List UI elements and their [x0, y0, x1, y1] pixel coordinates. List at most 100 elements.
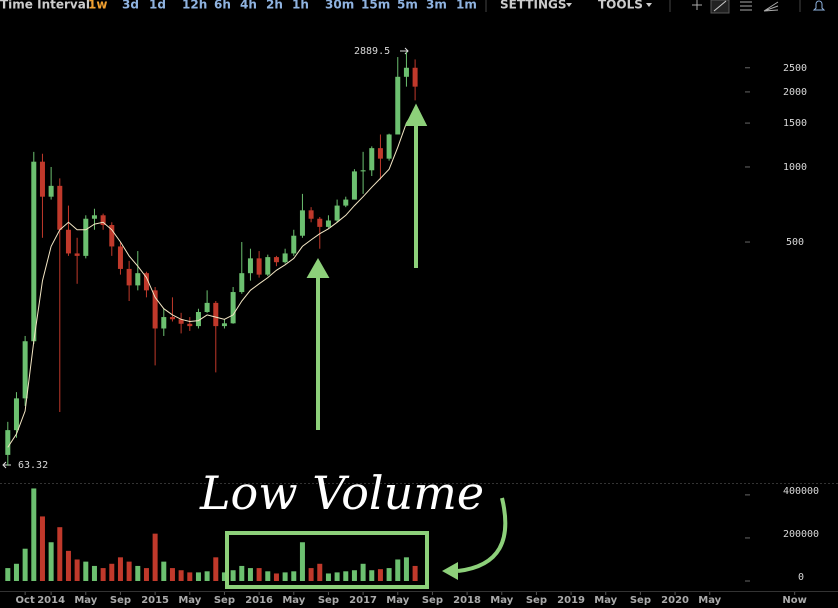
volume-bar [48, 542, 54, 581]
fan-icon[interactable] [763, 1, 779, 12]
interval-button[interactable]: 1h [292, 0, 309, 12]
candle-body [143, 273, 149, 291]
volume-bar [273, 573, 279, 581]
settings-menu[interactable]: SETTINGS [500, 0, 567, 12]
interval-button[interactable]: 6h [214, 0, 231, 12]
interval-button[interactable]: 15m [361, 0, 390, 12]
y-tick-label: 2500 [783, 63, 807, 74]
x-tick-label: Sep [110, 595, 131, 606]
volume-bar [343, 571, 349, 581]
x-tick-label: Sep [214, 595, 235, 606]
interval-button[interactable]: 1d [149, 0, 166, 12]
x-tick-label: 2020 [661, 595, 689, 606]
x-tick-label: May [490, 595, 513, 606]
candle-body [360, 170, 366, 172]
interval-button[interactable]: 5m [397, 0, 418, 12]
candle-body [221, 323, 227, 327]
interval-button[interactable]: 3d [122, 0, 139, 12]
interval-button[interactable]: 1w [88, 0, 107, 12]
candle-body [152, 290, 158, 329]
candle-body [169, 317, 175, 320]
candle-body [117, 246, 123, 269]
x-tick-label: 2019 [557, 595, 585, 606]
moving-average [7, 109, 416, 448]
interval-button[interactable]: 12h [182, 0, 207, 12]
x-tick-label: May [698, 595, 721, 606]
y-tick-label: 500 [786, 237, 804, 248]
x-tick-label: May [386, 595, 409, 606]
interval-button[interactable]: 3m [426, 0, 447, 12]
volume-bar [161, 561, 167, 581]
dropdown-icon [566, 3, 572, 7]
volume-bar [325, 573, 331, 581]
volume-bar [403, 557, 409, 581]
volume-bar [117, 557, 123, 581]
candle-body [100, 215, 106, 226]
volume-bar [152, 533, 158, 581]
x-tick-label: Sep [422, 595, 443, 606]
candle-body [273, 257, 279, 263]
volume-bar [265, 571, 271, 581]
candle-body [377, 148, 383, 159]
curved-arrow [457, 497, 508, 573]
arrow-up [404, 103, 428, 268]
alert-icon[interactable] [812, 0, 826, 11]
low-arrow [2, 461, 11, 469]
candle-body [204, 302, 210, 312]
interval-button[interactable]: 2h [266, 0, 283, 12]
volume-bar [126, 561, 132, 581]
volume-bar [239, 565, 245, 581]
crosshair-icon[interactable] [692, 0, 702, 10]
candle-body [291, 235, 297, 254]
volume-bar [195, 572, 201, 581]
x-tick-label: Now [782, 595, 806, 606]
line-tool-glyph [713, 0, 727, 12]
candle-body [403, 67, 409, 77]
x-tick-label: May [282, 595, 305, 606]
volume-bar [143, 568, 149, 581]
volume-bar [100, 568, 106, 581]
candle-body [39, 161, 45, 197]
x-tick-label: Sep [318, 595, 339, 606]
candle-body [239, 273, 245, 293]
x-tick-label: Sep [630, 595, 651, 606]
volume-bar [213, 557, 219, 581]
candle-body [247, 258, 253, 274]
y2-tick-label: 0 [798, 572, 804, 583]
interval-button[interactable]: 30m [325, 0, 354, 12]
candle-body [91, 215, 97, 219]
fib-icon[interactable] [740, 1, 752, 11]
x-tick-label: Oct [16, 595, 35, 606]
y-tick-label: 1500 [783, 118, 807, 129]
volume-bar [39, 516, 45, 581]
volume-bar [317, 563, 323, 581]
candle-body [48, 185, 54, 197]
x-tick-label: May [178, 595, 201, 606]
candle-body [351, 171, 357, 200]
volume-bar [299, 542, 305, 581]
volume-bar [83, 561, 89, 581]
low-label: 63.32 [18, 460, 48, 471]
candle-body [126, 268, 132, 286]
interval-button[interactable]: 4h [240, 0, 257, 12]
y2-tick-label: 400000 [783, 486, 819, 497]
tools-menu[interactable]: TOOLS [598, 0, 643, 12]
volume-bar [169, 568, 175, 581]
candle-body [178, 319, 184, 324]
x-tick-label: May [74, 595, 97, 606]
note: Low Volume [199, 466, 484, 520]
candle-body [161, 317, 167, 329]
volume-bar [22, 548, 28, 581]
arrowhead [442, 562, 458, 580]
y2-tick-label: 200000 [783, 529, 819, 540]
candle-body [195, 311, 201, 327]
volume-bar [308, 568, 314, 581]
interval-button[interactable]: 1m [456, 0, 477, 12]
candle-body [343, 199, 349, 206]
candle-body [5, 430, 11, 455]
volume-bar [351, 570, 357, 581]
candle-body [265, 257, 271, 275]
volume-bar [334, 572, 340, 581]
high-label: 2889.5 [354, 46, 390, 57]
y-tick-label: 1000 [783, 162, 807, 173]
